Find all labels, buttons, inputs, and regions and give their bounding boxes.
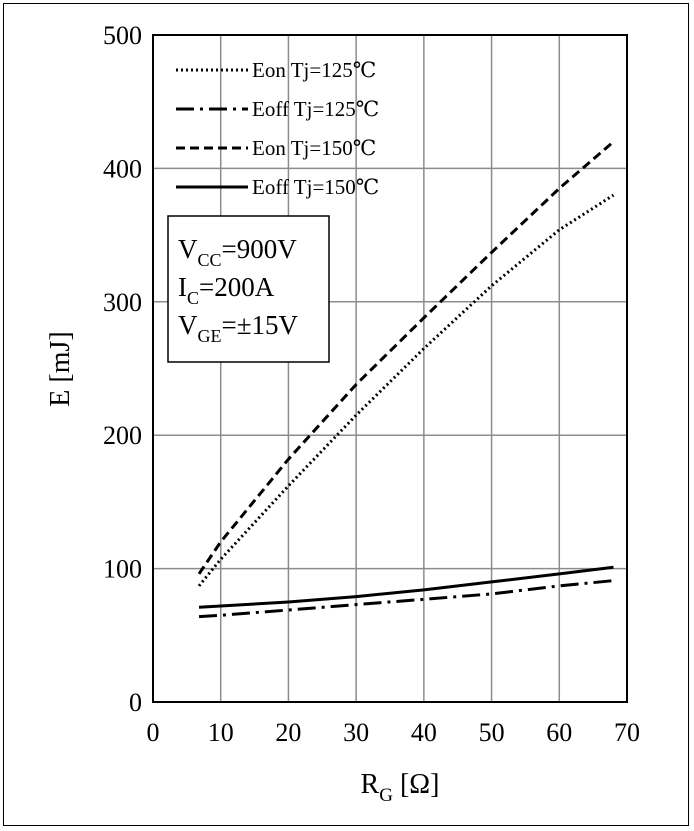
x-tick-label: 70	[614, 718, 640, 747]
y-tick-label: 500	[103, 21, 142, 50]
y-tick-label: 400	[103, 154, 142, 183]
legend: Eon Tj=125℃ Eoff Tj=125℃ Eon Tj=150℃ Eoff T…	[176, 58, 379, 199]
plot-area	[152, 34, 628, 703]
y-tick-label: 300	[103, 288, 142, 317]
conditions-box-border	[167, 215, 330, 363]
series-line	[197, 193, 615, 587]
x-tick-label: 40	[411, 718, 437, 747]
series-line	[198, 565, 614, 609]
series-line	[198, 579, 614, 619]
condition-line: VCC=900V	[178, 234, 297, 270]
series-lines	[197, 140, 615, 619]
condition-line: VGE=±15V	[178, 310, 299, 346]
x-tick-label: 20	[275, 718, 301, 747]
x-tick-label: 50	[479, 718, 505, 747]
y-tick-label: 100	[103, 555, 142, 584]
x-tick-label: 0	[147, 718, 160, 747]
x-tick-label: 10	[208, 718, 234, 747]
chart-frame	[3, 3, 689, 826]
series-line	[197, 140, 615, 575]
condition-line: IC=200A	[178, 272, 275, 308]
legend-label: Eon Tj=125℃	[252, 58, 376, 82]
x-axis-title-sub: G	[379, 785, 393, 806]
x-axis: 0 10 20 30 40 50 60 70	[147, 718, 641, 747]
legend-label: Eoff Tj=150℃	[252, 175, 379, 199]
y-axis-title: E [mJ]	[45, 331, 76, 406]
x-tick-label: 30	[343, 718, 369, 747]
y-tick-label: 0	[129, 688, 142, 717]
x-axis-title-unit: [Ω]	[393, 769, 439, 800]
legend-label: Eon Tj=150℃	[252, 136, 376, 160]
y-tick-label: 200	[103, 421, 142, 450]
y-axis: 0 100 200 300 400 500	[103, 21, 142, 717]
x-axis-title-main: R	[361, 769, 380, 800]
x-tick-label: 60	[546, 718, 572, 747]
x-axis-title: RG [Ω]	[361, 769, 440, 806]
legend-label: Eoff Tj=125℃	[252, 97, 379, 121]
